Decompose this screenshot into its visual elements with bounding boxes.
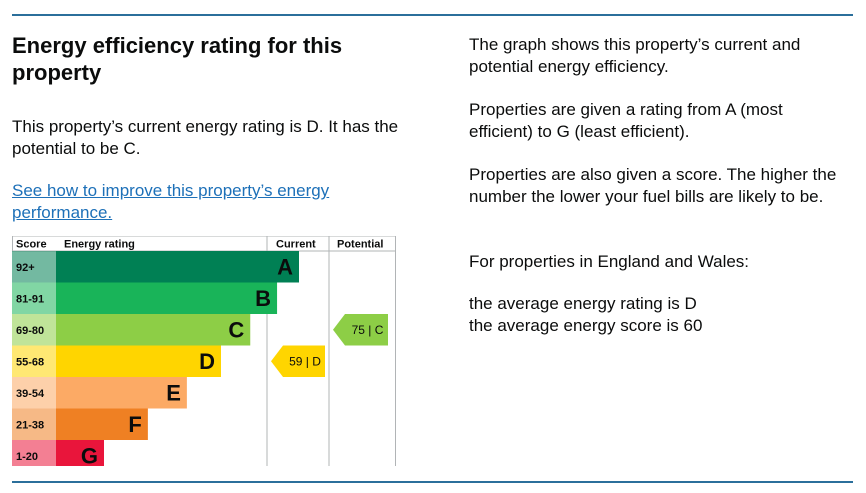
band-score-cell-a — [12, 251, 56, 283]
band-score-cell-d — [12, 345, 56, 377]
band-letter-e: E — [166, 380, 181, 405]
band-score-a: 92+ — [16, 262, 35, 274]
band-score-cell-f — [12, 408, 56, 440]
info-paragraph-score: Properties are also given a score. The h… — [469, 165, 837, 206]
band-letter-a: A — [277, 254, 293, 279]
band-bar-c — [56, 314, 251, 346]
band-letter-g: G — [81, 443, 98, 466]
improve-performance-link[interactable]: See how to improve this property’s energ… — [12, 181, 330, 222]
band-bar-d — [56, 345, 221, 377]
energy-rating-column-header: Energy rating — [64, 239, 135, 251]
current-rating-text: This property’s current energy rating is… — [12, 117, 399, 158]
band-score-d: 55-68 — [16, 356, 44, 368]
band-score-cell-e — [12, 377, 56, 409]
band-bar-f — [56, 408, 148, 440]
info-paragraph-region: For properties in England and Wales: — [469, 252, 750, 271]
info-average-rating: the average energy rating is D — [469, 294, 697, 313]
bottom-divider — [12, 481, 853, 483]
band-score-cell-b — [12, 282, 56, 314]
potential-column-header: Potential — [337, 239, 383, 251]
band-letter-c: C — [228, 317, 244, 342]
score-column-header: Score — [16, 239, 47, 251]
current-rating-label: 59 | D — [289, 354, 321, 368]
band-score-f: 21-38 — [16, 419, 44, 431]
info-paragraph-rating: Properties are given a rating from A (mo… — [469, 100, 783, 141]
band-letter-f: F — [128, 412, 141, 437]
potential-rating-arrow — [333, 314, 388, 346]
band-letter-b: B — [255, 286, 271, 311]
band-score-b: 81-91 — [16, 293, 44, 305]
band-bar-a — [56, 251, 299, 283]
potential-rating-label: 75 | C — [352, 323, 384, 337]
info-paragraph-graph: The graph shows this property’s current … — [469, 35, 801, 76]
band-score-g: 1-20 — [16, 451, 38, 463]
band-bar-b — [56, 282, 278, 314]
info-average-score: the average energy score is 60 — [469, 316, 703, 335]
current-rating-arrow — [271, 345, 325, 377]
rating-summary: Energy efficiency rating for this proper… — [12, 32, 412, 222]
band-score-e: 39-54 — [16, 388, 45, 400]
energy-rating-chart: Score Energy rating Current Potential 92+ A 81… — [12, 236, 396, 466]
band-score-cell-c — [12, 314, 56, 346]
energy-rating-chart-svg: Score Energy rating Current Potential 92+ A 81… — [12, 236, 396, 466]
band-bar-e — [56, 377, 187, 409]
band-score-cell-g — [12, 440, 56, 466]
band-score-c: 69-80 — [16, 325, 44, 337]
top-divider — [12, 14, 853, 16]
page-title: Energy efficiency rating for this proper… — [12, 33, 343, 85]
current-column-header: Current — [276, 239, 316, 251]
band-bar-g — [56, 440, 104, 466]
band-letter-d: D — [199, 349, 215, 374]
